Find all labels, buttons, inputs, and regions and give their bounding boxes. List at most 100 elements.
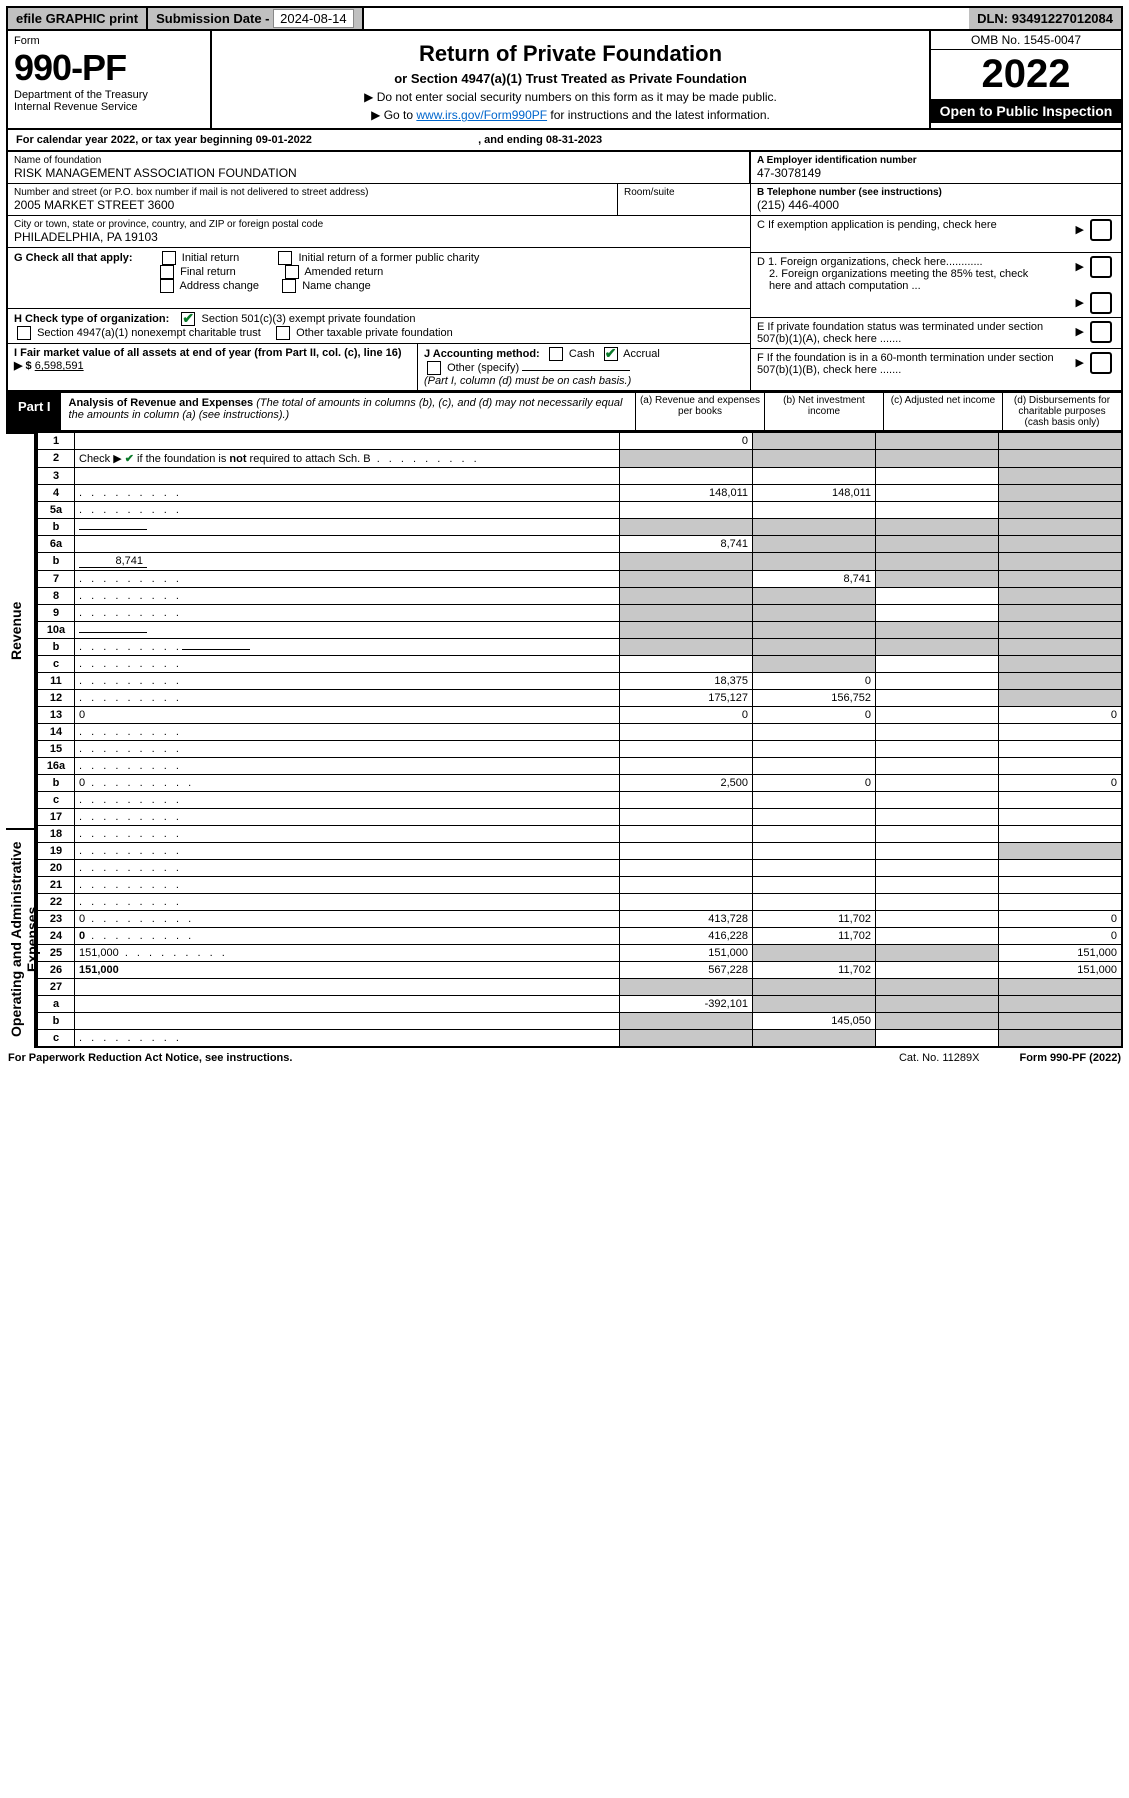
line-number: 23 <box>37 911 75 928</box>
checkbox-initial-return[interactable] <box>162 251 176 265</box>
cell-col-c <box>876 588 999 605</box>
section-g: G Check all that apply: Initial return I… <box>8 248 750 309</box>
checkbox-name-change[interactable] <box>282 279 296 293</box>
line-desc <box>75 468 620 485</box>
city-state-zip: PHILADELPHIA, PA 19103 <box>14 230 744 244</box>
table-row: 27 <box>37 979 1122 996</box>
table-row: 78,741 <box>37 571 1122 588</box>
cell-col-a: 18,375 <box>620 673 753 690</box>
checkbox-accrual[interactable] <box>604 347 618 361</box>
cell-col-a <box>620 588 753 605</box>
cell-col-d <box>999 673 1123 690</box>
cell-col-b <box>753 843 876 860</box>
line-number: 8 <box>37 588 75 605</box>
cell-col-a <box>620 553 753 571</box>
part1-body: Revenue Operating and Administrative Exp… <box>6 432 1123 1048</box>
cell-col-c <box>876 450 999 468</box>
cell-col-b: 145,050 <box>753 1013 876 1030</box>
footer-catno: Cat. No. 11289X <box>899 1052 980 1064</box>
checkbox-address-change[interactable] <box>160 279 174 293</box>
cell-col-c <box>876 775 999 792</box>
cell-col-b <box>753 433 876 450</box>
cell-col-d <box>999 758 1123 775</box>
checkbox-501c3[interactable] <box>181 312 195 326</box>
cell-col-c <box>876 809 999 826</box>
table-row: 22 <box>37 894 1122 911</box>
cell-col-d <box>999 605 1123 622</box>
line-number: 11 <box>37 673 75 690</box>
table-row: c <box>37 1030 1122 1048</box>
table-row: 25151,000151,000151,000 <box>37 945 1122 962</box>
cell-col-b: 0 <box>753 673 876 690</box>
cell-col-d <box>999 639 1123 656</box>
cell-col-c <box>876 468 999 485</box>
cell-col-a: -392,101 <box>620 996 753 1013</box>
cell-col-a <box>620 724 753 741</box>
cell-col-b: 0 <box>753 707 876 724</box>
cell-col-c <box>876 605 999 622</box>
table-row: 9 <box>37 605 1122 622</box>
checkbox-final-return[interactable] <box>160 265 174 279</box>
form-label: Form <box>14 35 204 47</box>
cell-col-a <box>620 826 753 843</box>
checkbox-cash[interactable] <box>549 347 563 361</box>
irs-link[interactable]: www.irs.gov/Form990PF <box>416 108 547 122</box>
checkbox-c[interactable] <box>1090 219 1112 241</box>
line-number: c <box>37 1030 75 1048</box>
address-cell: Number and street (or P.O. box number if… <box>8 184 618 215</box>
checkbox-d1[interactable] <box>1090 256 1112 278</box>
section-c: C If exemption application is pending, c… <box>751 216 1121 253</box>
cell-col-a <box>620 622 753 639</box>
line-desc <box>75 433 620 450</box>
cell-col-a <box>620 502 753 519</box>
topbar: efile GRAPHIC print Submission Date - 20… <box>6 6 1123 31</box>
checkbox-4947[interactable] <box>17 326 31 340</box>
submission-date: Submission Date - 2024-08-14 <box>148 8 364 29</box>
checkbox-initial-former[interactable] <box>278 251 292 265</box>
cell-col-d <box>999 826 1123 843</box>
cell-col-a <box>620 1013 753 1030</box>
inline-value <box>182 649 250 650</box>
line-desc: 8,741 <box>75 553 620 571</box>
cell-col-d <box>999 860 1123 877</box>
cell-col-d: 151,000 <box>999 962 1123 979</box>
table-row: 14 <box>37 724 1122 741</box>
cell-col-c <box>876 826 999 843</box>
dln: DLN: 93491227012084 <box>969 8 1121 29</box>
table-row: 10 <box>37 433 1122 450</box>
cell-col-b <box>753 996 876 1013</box>
line-desc <box>75 536 620 553</box>
dept-irs: Internal Revenue Service <box>14 101 204 113</box>
cell-col-a <box>620 979 753 996</box>
checkbox-e[interactable] <box>1090 321 1112 343</box>
table-row: 20 <box>37 860 1122 877</box>
part1-table: 102Check ▶ ✔ if the foundation is not re… <box>36 432 1123 1048</box>
line-desc <box>75 826 620 843</box>
table-row: 18 <box>37 826 1122 843</box>
checkbox-other-method[interactable] <box>427 361 441 375</box>
line-desc <box>75 792 620 809</box>
line-desc <box>75 979 620 996</box>
line-number: 18 <box>37 826 75 843</box>
revenue-side-label: Revenue <box>6 432 36 828</box>
part1-label: Part I <box>8 393 61 430</box>
cell-col-a <box>620 571 753 588</box>
cell-col-a: 8,741 <box>620 536 753 553</box>
footer-left: For Paperwork Reduction Act Notice, see … <box>8 1052 292 1064</box>
form-title: Return of Private Foundation <box>222 41 919 67</box>
foundation-name-cell: Name of foundation RISK MANAGEMENT ASSOC… <box>8 152 750 183</box>
checkbox-d2[interactable] <box>1090 292 1112 314</box>
checkbox-f[interactable] <box>1090 352 1112 374</box>
expenses-side-label: Operating and Administrative Expenses <box>6 828 36 1048</box>
line-desc <box>75 519 620 536</box>
fmv-value: 6,598,591 <box>35 360 84 372</box>
cell-col-c <box>876 1013 999 1030</box>
line-number: 6a <box>37 536 75 553</box>
checkbox-amended-return[interactable] <box>285 265 299 279</box>
cell-col-a <box>620 519 753 536</box>
cell-col-c <box>876 571 999 588</box>
line-desc: Check ▶ ✔ if the foundation is not requi… <box>75 450 620 468</box>
line-number: 20 <box>37 860 75 877</box>
cell-col-c <box>876 485 999 502</box>
checkbox-other-taxable[interactable] <box>276 326 290 340</box>
